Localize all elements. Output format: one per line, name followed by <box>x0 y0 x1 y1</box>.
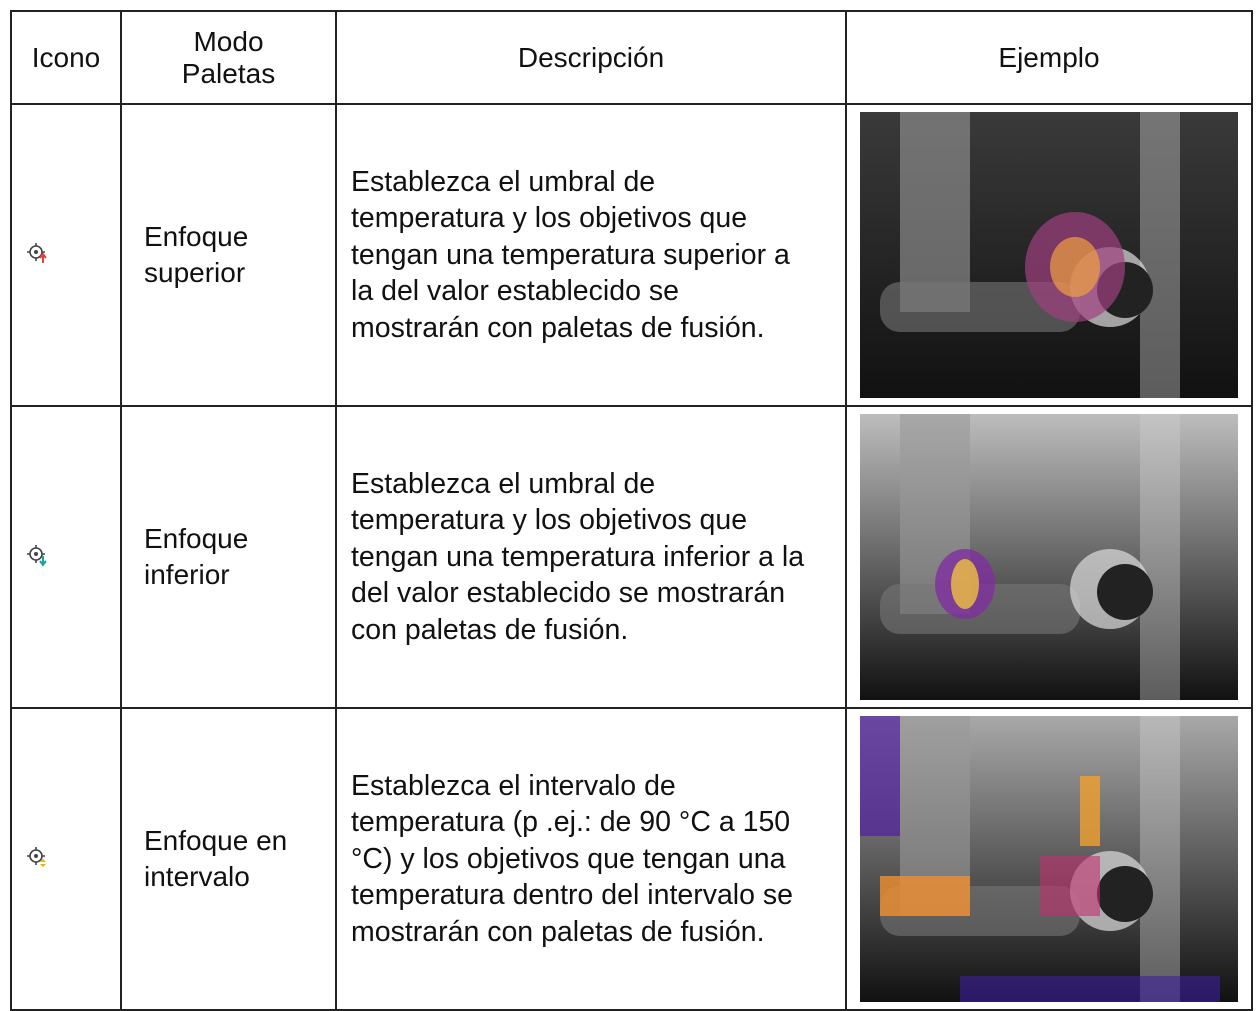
description-cell: Establezca el intervalo de temperatura (… <box>335 707 847 1011</box>
table-row: Enfoque en intervalo Establezca el interv… <box>10 707 1253 1011</box>
example-image <box>860 414 1238 700</box>
header-cell: Modo Paletas <box>120 10 337 105</box>
header-row: Icono Modo Paletas Descripción Ejemplo <box>10 10 1253 105</box>
example-cell <box>845 103 1253 407</box>
mode-text: Enfoque superior <box>144 221 249 288</box>
example-cell <box>845 707 1253 1011</box>
mode-text: Enfoque en intervalo <box>144 825 288 892</box>
example-image <box>860 716 1238 1002</box>
mode-text: Enfoque inferior <box>144 523 249 590</box>
palette-icon <box>27 544 47 567</box>
header-cell: Descripción <box>335 10 847 105</box>
example-cell <box>845 405 1253 709</box>
description-cell: Establezca el umbral de temperatura y lo… <box>335 103 847 407</box>
mode-cell: Enfoque superior <box>120 103 337 407</box>
palette-table: Icono Modo Paletas Descripción Ejemplo E… <box>10 10 1253 1011</box>
header-text: Modo Paletas <box>181 25 276 89</box>
icon-cell <box>10 103 122 407</box>
icon-cell <box>10 707 122 1011</box>
palette-icon <box>27 242 47 263</box>
example-image <box>860 112 1238 398</box>
mode-cell: Enfoque inferior <box>120 405 337 709</box>
palette-icon <box>27 846 46 867</box>
header-cell: Icono <box>10 10 122 105</box>
icon-cell <box>10 405 122 709</box>
description-cell: Establezca el umbral de temperatura y lo… <box>335 405 847 709</box>
header-cell: Ejemplo <box>845 10 1253 105</box>
mode-cell: Enfoque en intervalo <box>120 707 337 1011</box>
table-row: Enfoque inferior Establezca el umbral de … <box>10 405 1253 709</box>
table-row: Enfoque superior Establezca el umbral de … <box>10 103 1253 407</box>
